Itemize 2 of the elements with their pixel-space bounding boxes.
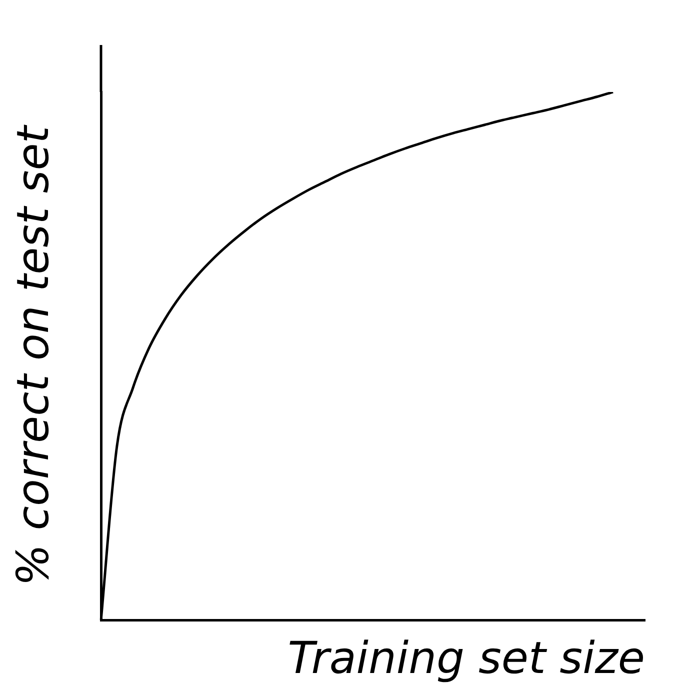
x-axis-title: Training set size xyxy=(288,633,645,684)
y-axis-title: % correct on test set xyxy=(8,124,59,586)
